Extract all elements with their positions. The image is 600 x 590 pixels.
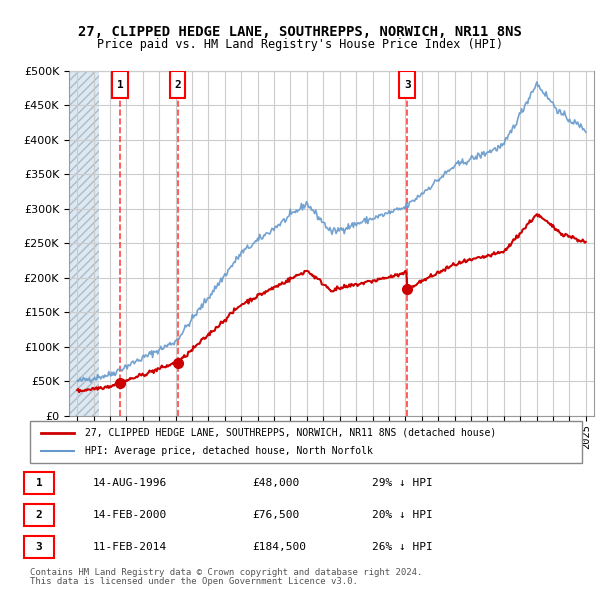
Text: This data is licensed under the Open Government Licence v3.0.: This data is licensed under the Open Gov… bbox=[30, 577, 358, 586]
FancyBboxPatch shape bbox=[400, 71, 415, 99]
Text: 1: 1 bbox=[117, 80, 124, 90]
Text: 2: 2 bbox=[174, 80, 181, 90]
FancyBboxPatch shape bbox=[24, 536, 54, 558]
Text: Price paid vs. HM Land Registry's House Price Index (HPI): Price paid vs. HM Land Registry's House … bbox=[97, 38, 503, 51]
Text: 2: 2 bbox=[35, 510, 43, 520]
Text: £76,500: £76,500 bbox=[252, 510, 299, 520]
Text: 27, CLIPPED HEDGE LANE, SOUTHREPPS, NORWICH, NR11 8NS: 27, CLIPPED HEDGE LANE, SOUTHREPPS, NORW… bbox=[78, 25, 522, 39]
Text: 29% ↓ HPI: 29% ↓ HPI bbox=[372, 478, 433, 488]
Text: 14-FEB-2000: 14-FEB-2000 bbox=[93, 510, 167, 520]
Text: 26% ↓ HPI: 26% ↓ HPI bbox=[372, 542, 433, 552]
FancyBboxPatch shape bbox=[112, 71, 128, 99]
Text: 11-FEB-2014: 11-FEB-2014 bbox=[93, 542, 167, 552]
Bar bbox=[69, 71, 98, 416]
FancyBboxPatch shape bbox=[24, 504, 54, 526]
Text: 27, CLIPPED HEDGE LANE, SOUTHREPPS, NORWICH, NR11 8NS (detached house): 27, CLIPPED HEDGE LANE, SOUTHREPPS, NORW… bbox=[85, 428, 496, 438]
Text: HPI: Average price, detached house, North Norfolk: HPI: Average price, detached house, Nort… bbox=[85, 446, 373, 456]
Text: 1: 1 bbox=[35, 478, 43, 488]
Text: £184,500: £184,500 bbox=[252, 542, 306, 552]
FancyBboxPatch shape bbox=[24, 472, 54, 494]
Text: 3: 3 bbox=[35, 542, 43, 552]
Text: 14-AUG-1996: 14-AUG-1996 bbox=[93, 478, 167, 488]
Text: Contains HM Land Registry data © Crown copyright and database right 2024.: Contains HM Land Registry data © Crown c… bbox=[30, 568, 422, 576]
Text: 20% ↓ HPI: 20% ↓ HPI bbox=[372, 510, 433, 520]
Text: £48,000: £48,000 bbox=[252, 478, 299, 488]
FancyBboxPatch shape bbox=[30, 421, 582, 463]
FancyBboxPatch shape bbox=[170, 71, 185, 99]
Text: 3: 3 bbox=[404, 80, 410, 90]
